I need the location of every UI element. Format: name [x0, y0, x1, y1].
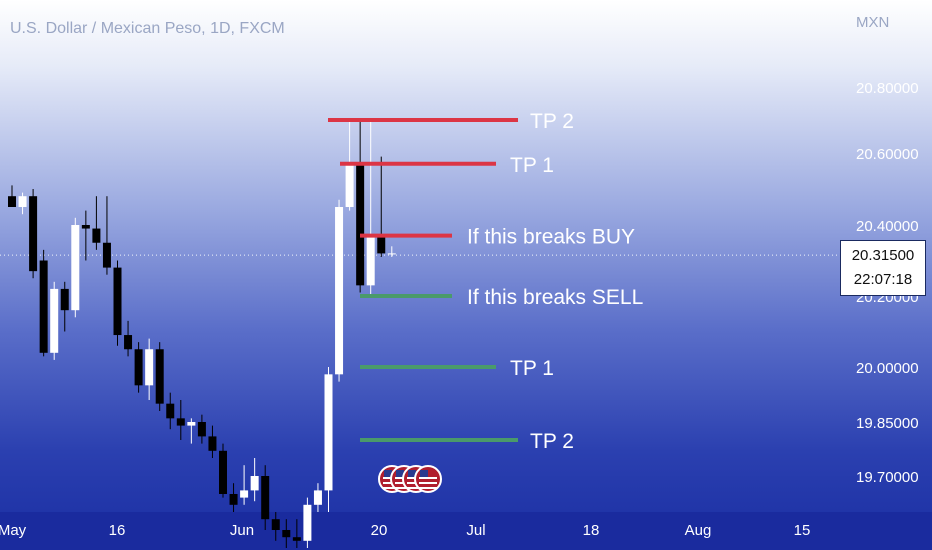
candle-body — [387, 253, 396, 255]
chart-title: U.S. Dollar / Mexican Peso, 1D, FXCM — [10, 20, 285, 37]
level-label: If this breaks BUY — [467, 226, 635, 249]
candle-body — [8, 196, 16, 207]
candle-body — [271, 519, 280, 530]
y-tick-label: 19.85000 — [856, 415, 919, 432]
candle-body — [324, 374, 333, 491]
axis-unit: MXN — [856, 14, 890, 31]
flag-canton — [420, 470, 428, 477]
level-label: TP 2 — [530, 430, 574, 453]
x-tick-label: 18 — [583, 522, 600, 539]
current-price-box: 20.31500 22:07:18 — [840, 240, 926, 296]
flag-stripe — [395, 487, 413, 489]
candle-body — [250, 476, 259, 491]
candle-body — [282, 530, 291, 538]
candle-body — [229, 494, 238, 505]
countdown-label: 22:07:18 — [853, 271, 913, 288]
candle-body — [60, 288, 69, 311]
candle-body — [124, 335, 133, 350]
candle-body — [335, 207, 344, 375]
y-tick-label: 19.70000 — [856, 469, 919, 486]
candle-body — [102, 242, 111, 268]
x-tick-label: 20 — [371, 522, 388, 539]
candle-body — [356, 163, 365, 286]
candle-body — [219, 450, 227, 494]
x-tick-label: Jun — [230, 522, 254, 539]
y-tick-label: 20.40000 — [856, 218, 919, 235]
flag-canton — [396, 470, 404, 477]
candle-body — [71, 225, 80, 311]
y-tick-label: 20.60000 — [856, 146, 919, 163]
flag-stripe — [407, 487, 425, 489]
candle-body — [345, 163, 354, 207]
candle-body — [261, 476, 270, 520]
candle-body — [81, 225, 90, 229]
candle-body — [176, 418, 185, 426]
candle-body — [313, 490, 322, 505]
x-tick-label: Jul — [466, 522, 485, 539]
candle-body — [377, 235, 386, 254]
flag-canton — [384, 470, 392, 477]
candle-body — [366, 235, 375, 286]
level-label: If this breaks SELL — [467, 286, 643, 309]
candle-body — [208, 436, 217, 451]
candle-body — [39, 260, 48, 353]
candle-body — [166, 403, 175, 419]
flag-stripe — [419, 487, 437, 489]
y-tick-label: 20.00000 — [856, 360, 919, 377]
x-tick-label: 16 — [109, 522, 126, 539]
candle-body — [92, 228, 101, 243]
candle-body — [145, 349, 154, 386]
level-label: TP 1 — [510, 154, 554, 177]
level-label: TP 2 — [530, 110, 574, 133]
current-price-label: 20.31500 — [851, 247, 915, 264]
x-tick-label: May — [0, 522, 27, 539]
flag-stripe — [383, 487, 401, 489]
candle-body — [292, 537, 301, 541]
candle-body — [29, 196, 38, 272]
candle-body — [187, 422, 196, 426]
candle-body — [113, 267, 122, 336]
x-tick-label: 15 — [794, 522, 811, 539]
flag-stripe — [419, 477, 437, 479]
candle-body — [155, 349, 164, 404]
candle-body — [18, 196, 27, 207]
candle-body — [303, 504, 312, 541]
level-label: TP 1 — [510, 357, 554, 380]
flag-stripe — [419, 482, 437, 484]
candle-body — [50, 288, 59, 353]
candle-body — [134, 349, 143, 386]
x-tick-label: Aug — [685, 522, 712, 539]
candle-body — [197, 422, 206, 437]
candle-body — [240, 490, 249, 498]
x-axis-bar — [0, 512, 932, 550]
flag-canton — [408, 470, 416, 477]
y-tick-label: 20.80000 — [856, 80, 919, 97]
